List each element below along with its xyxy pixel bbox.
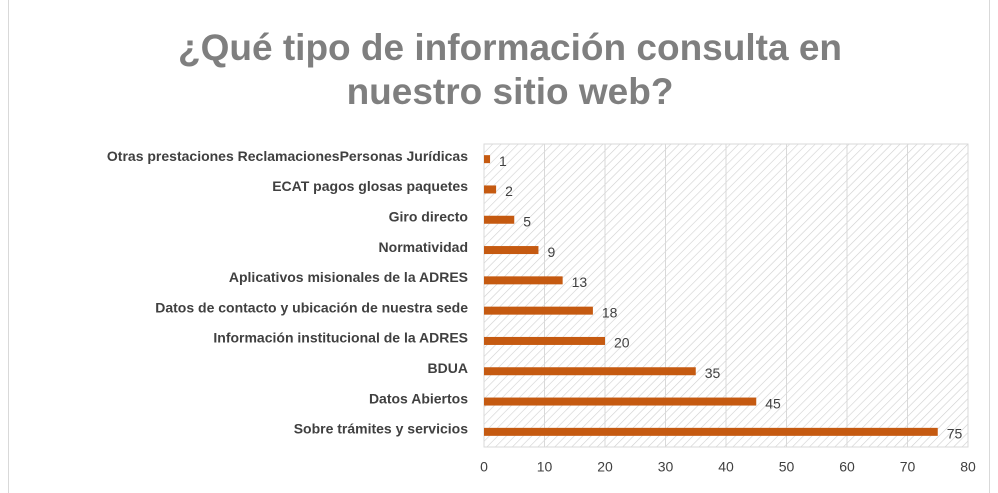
data-label: 1 bbox=[499, 153, 507, 169]
bar bbox=[484, 306, 593, 315]
chart-border bbox=[8, 0, 990, 493]
data-label: 2 bbox=[505, 183, 513, 199]
y-tick-label: Otras prestaciones ReclamacionesPersonas… bbox=[107, 148, 468, 164]
y-tick-label: Datos Abiertos bbox=[369, 390, 468, 406]
y-tick-label: ECAT pagos glosas paquetes bbox=[272, 178, 468, 194]
x-tick-label: 50 bbox=[779, 459, 795, 475]
data-label: 5 bbox=[523, 213, 531, 229]
bar bbox=[484, 336, 605, 345]
data-label: 35 bbox=[705, 365, 721, 381]
x-tick-label: 60 bbox=[839, 459, 855, 475]
y-tick-label: Aplicativos misionales de la ADRES bbox=[229, 269, 468, 285]
data-label: 45 bbox=[765, 395, 781, 411]
x-tick-label: 30 bbox=[658, 459, 674, 475]
data-label: 20 bbox=[614, 335, 630, 351]
y-tick-label: BDUA bbox=[428, 360, 468, 376]
bar bbox=[484, 246, 539, 255]
x-tick-label: 10 bbox=[537, 459, 553, 475]
y-tick-label: Normatividad bbox=[379, 239, 468, 255]
data-label: 75 bbox=[947, 426, 963, 442]
x-tick-label: 20 bbox=[597, 459, 613, 475]
y-tick-label: Datos de contacto y ubicación de nuestra… bbox=[155, 299, 468, 315]
data-label: 9 bbox=[547, 244, 555, 260]
bar bbox=[484, 185, 497, 194]
y-tick-label: Giro directo bbox=[389, 208, 468, 224]
data-label: 18 bbox=[602, 304, 618, 320]
bar bbox=[484, 215, 515, 224]
data-label: 13 bbox=[572, 274, 588, 290]
x-tick-label: 0 bbox=[480, 459, 488, 475]
bar bbox=[484, 427, 938, 436]
chart-title: ¿Qué tipo de información consulta en nue… bbox=[178, 27, 842, 112]
x-tick-label: 40 bbox=[718, 459, 734, 475]
x-tick-label: 80 bbox=[960, 459, 976, 475]
bar bbox=[484, 155, 491, 164]
bar bbox=[484, 367, 696, 376]
y-tick-label: Sobre trámites y servicios bbox=[294, 421, 469, 437]
bar bbox=[484, 276, 563, 285]
x-tick-label: 70 bbox=[900, 459, 916, 475]
bar bbox=[484, 397, 757, 406]
y-tick-label: Información institucional de la ADRES bbox=[213, 330, 468, 346]
